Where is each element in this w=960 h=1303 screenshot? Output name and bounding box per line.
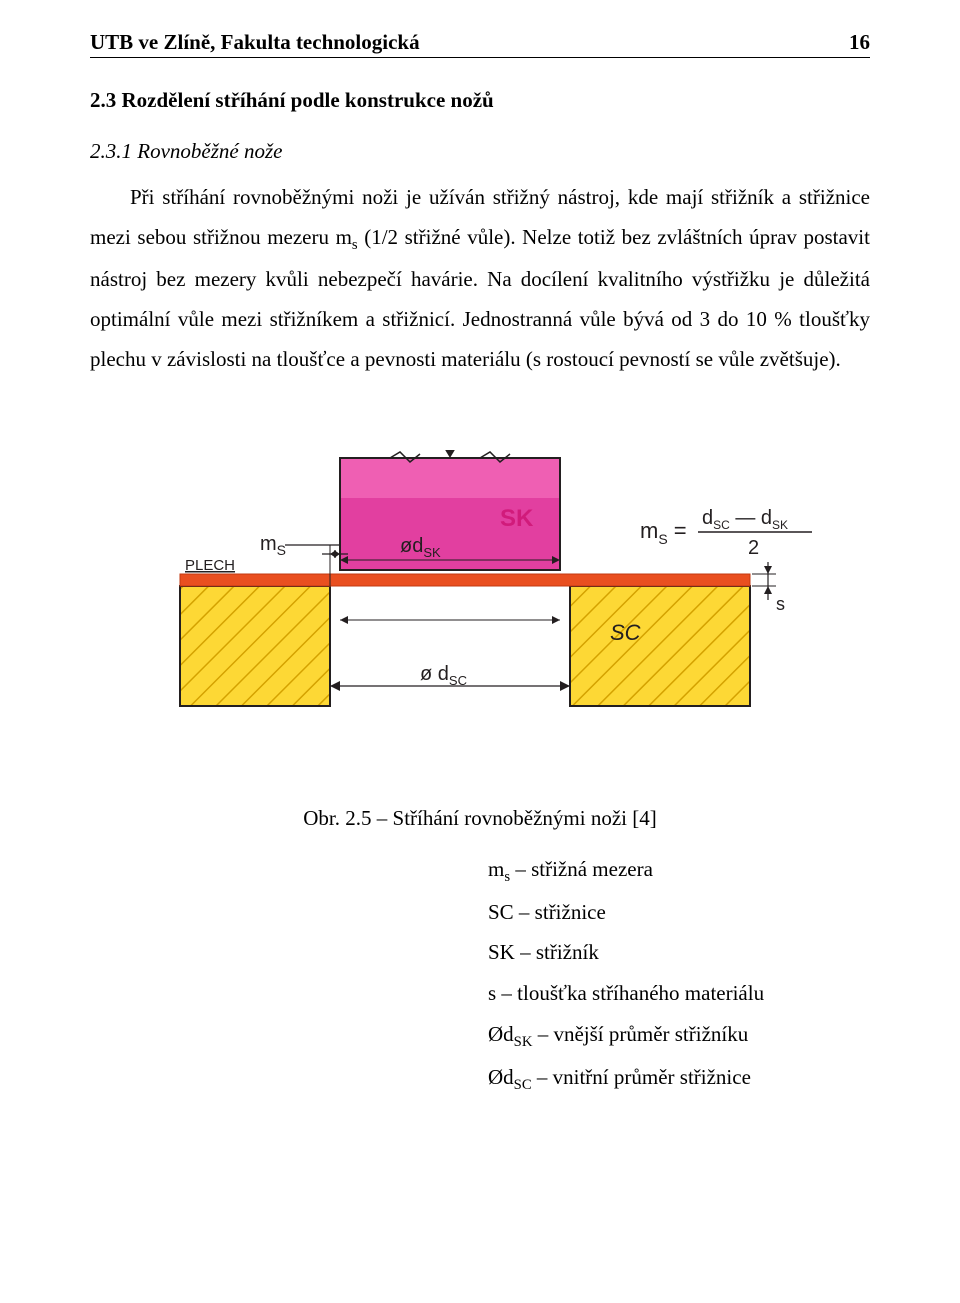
cutting-diagram: SK mS ødSK PLECH ø dSC [140, 450, 820, 750]
legend-sc: SC – střižnice [488, 892, 870, 933]
legend-ms: ms – střižná mezera [488, 849, 870, 892]
paragraph-1: Při stříhání rovnoběžnými noži je užíván… [90, 178, 870, 380]
header-left: UTB ve Zlíně, Fakulta technologická [90, 30, 420, 55]
header-page-number: 16 [849, 30, 870, 55]
label-plech: PLECH [185, 557, 235, 574]
page: UTB ve Zlíně, Fakulta technologická 16 2… [0, 0, 960, 1303]
eq-den: 2 [748, 537, 759, 559]
label-s: s [776, 594, 785, 614]
legend-dsc: ØdSC – vnitřní průměr střižnice [488, 1057, 870, 1100]
page-header: UTB ve Zlíně, Fakulta technologická 16 [90, 30, 870, 55]
legend-s: s – tloušťka stříhaného materiálu [488, 973, 870, 1014]
section-heading: 2.3 Rozdělení stříhání podle konstrukce … [90, 88, 870, 113]
die-left [180, 586, 330, 706]
label-sk: SK [500, 505, 534, 532]
subsection-heading: 2.3.1 Rovnoběžné nože [90, 139, 870, 164]
punch-highlight [340, 458, 560, 498]
figure-caption: Obr. 2.5 – Stříhání rovnoběžnými noži [4… [90, 806, 870, 831]
die-right [570, 586, 750, 706]
legend-sk: SK – střižník [488, 932, 870, 973]
figure-legend: ms – střižná mezera SC – střižnice SK – … [488, 849, 870, 1100]
header-rule [90, 57, 870, 58]
sheet [180, 574, 750, 586]
legend-dsk: ØdSK – vnější průměr střižníku [488, 1014, 870, 1057]
figure: SK mS ødSK PLECH ø dSC [90, 450, 870, 750]
label-sc: SC [610, 620, 641, 645]
